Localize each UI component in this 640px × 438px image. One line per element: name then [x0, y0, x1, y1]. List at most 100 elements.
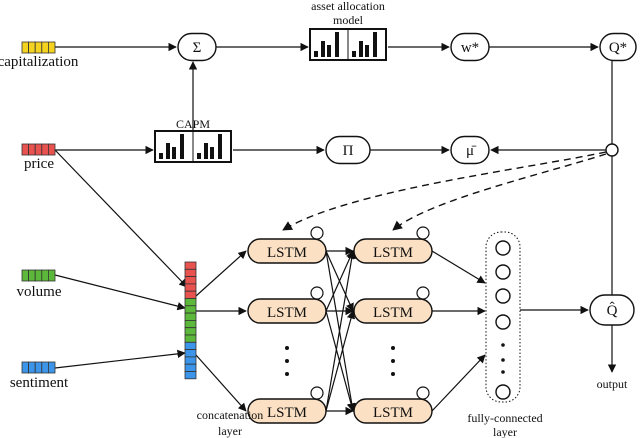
- asset-allocation-label: asset allocation: [311, 0, 385, 13]
- lstm-label: LSTM: [373, 245, 413, 261]
- sentiment-bar: [21, 361, 56, 374]
- edge-volume-concat: [54, 274, 186, 311]
- volume-label: volume: [17, 284, 62, 300]
- edge-lstm-fc: [431, 354, 486, 412]
- capitalization-bar-cell: [41, 41, 49, 54]
- capitalization-bar-cell: [21, 41, 29, 54]
- self-loop-icon: [310, 386, 324, 400]
- ellipsis-dot: [501, 358, 505, 362]
- price-bar-cell: [34, 143, 43, 156]
- q-hat-node: [589, 294, 635, 326]
- self-loop-icon: [310, 226, 324, 240]
- w-star-node: [450, 32, 490, 62]
- edge-lstm-cross: [325, 250, 356, 412]
- lstm-cell: [353, 238, 433, 264]
- concatenation-layer: [184, 261, 197, 380]
- fc-neuron: [495, 264, 511, 280]
- self-loop-icon: [416, 386, 430, 400]
- price-label: price: [24, 156, 54, 172]
- lstm-cell: [247, 398, 327, 424]
- sentiment-bar-cell: [28, 361, 36, 374]
- edge-lstm-cross: [325, 310, 356, 412]
- fc-label-2: layer: [493, 425, 517, 438]
- capitalization-bar-cell: [48, 41, 56, 54]
- fully-connected-layer: [485, 231, 521, 403]
- ellipsis-dot: [391, 359, 395, 363]
- lstm-cell: [247, 238, 327, 264]
- lstm-label: LSTM: [373, 305, 413, 321]
- concat-cell: [184, 290, 197, 299]
- mu-bar-symbol: μ̄: [466, 143, 477, 159]
- bar-icon: [314, 51, 318, 57]
- capm-box: [154, 130, 232, 163]
- sentiment-bar-cell: [41, 361, 49, 374]
- concat-cell: [184, 341, 197, 350]
- bar-icon: [172, 147, 176, 159]
- ellipsis-dot: [285, 346, 289, 350]
- volume-bar-cell: [21, 269, 29, 282]
- price-bar-cell: [21, 143, 29, 156]
- edge-concat-lstm1: [195, 250, 247, 297]
- asset-allocation-label-2: model: [333, 13, 364, 27]
- bar-icon: [166, 143, 170, 159]
- price-bar-cell: [28, 143, 36, 156]
- lstm-label: LSTM: [267, 305, 307, 321]
- fc-neuron: [495, 240, 511, 256]
- volume-bar: [21, 269, 56, 282]
- bar-icon: [365, 45, 369, 57]
- asset-allocation-model-box: [309, 28, 387, 61]
- pi-symbol: Π: [343, 143, 354, 159]
- edge-lstm-cross: [325, 250, 354, 312]
- bar-icon: [352, 51, 356, 57]
- lstm-label: LSTM: [267, 405, 307, 421]
- concat-cell: [184, 305, 197, 314]
- concat-label: concatenation: [197, 408, 264, 422]
- q-star-symbol: Q*: [609, 40, 627, 56]
- sentiment-bar-cell: [48, 361, 56, 374]
- concat-cell: [184, 268, 197, 277]
- sentiment-bar-cell: [34, 361, 43, 374]
- price-bar-cell: [48, 143, 56, 156]
- ellipsis-dot: [285, 359, 289, 363]
- volume-bar-cell: [48, 269, 56, 282]
- bar-icon: [359, 41, 363, 57]
- concat-cell: [184, 298, 197, 307]
- sum-symbol: Σ: [193, 40, 202, 56]
- edge-concat-lstm3: [195, 354, 247, 412]
- w-star-symbol: w*: [461, 40, 479, 56]
- concat-label-2: layer: [218, 424, 242, 438]
- mu-bar-node: [450, 135, 490, 165]
- bar-icon: [373, 32, 377, 57]
- bar-icon: [218, 134, 222, 159]
- lstm-cell: [247, 298, 327, 324]
- bar-icon: [180, 134, 184, 159]
- dashed-edge-lstm2: [392, 153, 607, 231]
- concat-cell: [184, 312, 197, 321]
- concat-cell: [184, 276, 197, 285]
- output-label: output: [597, 377, 628, 391]
- self-loop-icon: [416, 286, 430, 300]
- bar-icon: [197, 153, 201, 159]
- ellipsis-dot: [285, 372, 289, 376]
- q-star-node: [599, 32, 637, 62]
- capm-label: CAPM: [176, 117, 210, 131]
- ellipsis-dot: [391, 346, 395, 350]
- capitalization-bar: [21, 41, 56, 54]
- lstm-cell: [353, 298, 433, 324]
- concat-cell: [184, 349, 197, 358]
- edge-sentiment-concat: [54, 349, 186, 369]
- q-hat-symbol: Q̂: [607, 302, 618, 319]
- sentiment-bar-cell: [21, 361, 29, 374]
- fc-neuron: [495, 384, 511, 400]
- concat-cell: [184, 319, 197, 329]
- dashed-edge-lstm1: [282, 151, 607, 231]
- ellipsis-dot: [501, 370, 505, 374]
- lstm-label: LSTM: [373, 405, 413, 421]
- price-bar-cell: [41, 143, 49, 156]
- bar-icon: [335, 32, 339, 57]
- ellipsis-dot: [391, 372, 395, 376]
- sentiment-label: sentiment: [10, 375, 69, 391]
- concat-cell: [184, 261, 197, 270]
